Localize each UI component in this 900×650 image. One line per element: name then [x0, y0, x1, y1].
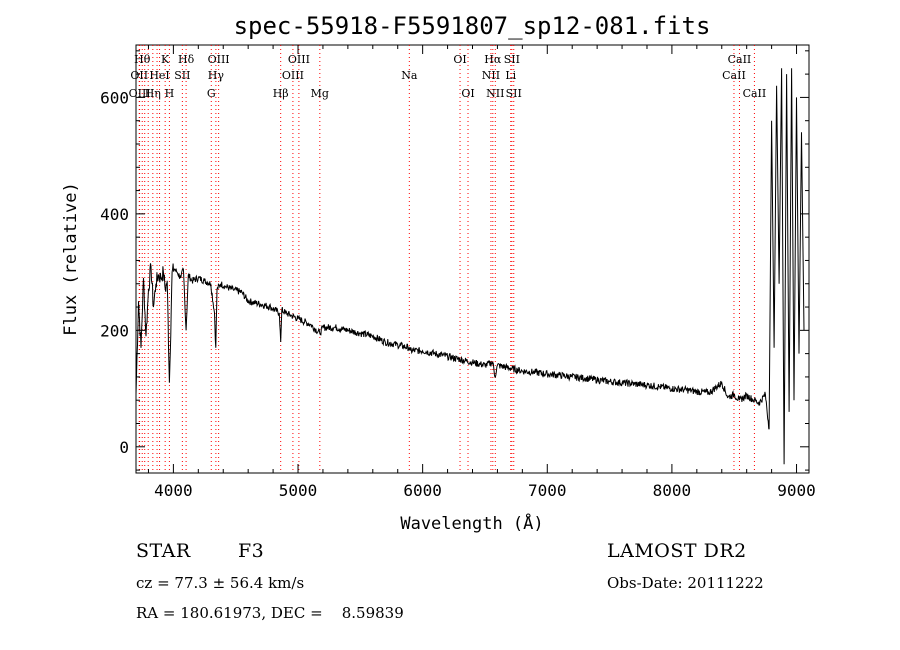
x-axis-label: Wavelength (Å)	[400, 512, 543, 534]
marker-label: Hβ	[273, 87, 289, 100]
marker-label: SII	[174, 69, 190, 82]
marker-label: Na	[401, 69, 418, 82]
marker-label: HeI	[149, 69, 169, 82]
marker-label: Li	[505, 69, 516, 82]
y-tick-label: 600	[100, 88, 129, 107]
obs-date: Obs-Date: 20111222	[607, 574, 764, 592]
line-marker-labels: OII OIII Hθ Hη HeI K H SII Hδ G Hγ OIII Hβ OIII OIII Mg…	[129, 53, 767, 100]
marker-label: Hη	[145, 87, 161, 100]
marker-label: CaII	[728, 53, 752, 66]
marker-label: OIII	[282, 69, 304, 82]
marker-label: NII	[486, 87, 504, 100]
x-tick-label: 5000	[279, 481, 318, 500]
x-tick-label: 6000	[403, 481, 442, 500]
marker-label: Hγ	[208, 69, 225, 82]
marker-label: K	[161, 53, 170, 66]
marker-label: OIII	[288, 53, 310, 66]
marker-label: Mg	[311, 87, 329, 100]
object-type: STAR	[136, 540, 191, 562]
x-tick-label: 7000	[528, 481, 567, 500]
x-tick-label: 8000	[653, 481, 692, 500]
spectrum-line	[135, 68, 805, 465]
plot-frame	[135, 44, 810, 474]
subclass: F3	[238, 540, 265, 562]
marker-label: Hθ	[134, 53, 151, 66]
coordinates: RA = 180.61973, DEC = 8.59839	[136, 604, 404, 622]
marker-label: SII	[506, 87, 522, 100]
marker-label: G	[207, 87, 216, 100]
y-axis-label: Flux (relative)	[61, 182, 81, 336]
line-markers	[138, 45, 755, 473]
marker-label: OII	[130, 69, 148, 82]
marker-label: OIII	[129, 87, 151, 100]
marker-label: OIII	[208, 53, 230, 66]
x-tick-label: 4000	[154, 481, 193, 500]
marker-label: OI	[461, 87, 474, 100]
survey-name: LAMOST DR2	[607, 540, 747, 562]
y-tick-label: 0	[119, 438, 129, 457]
y-tick-label: 200	[100, 321, 129, 340]
marker-label: H	[165, 87, 175, 100]
marker-label: CaII	[743, 87, 767, 100]
chart-title: spec-55918-F5591807_sp12-081.fits	[234, 12, 711, 40]
marker-label: NII	[482, 69, 500, 82]
marker-label: CaII	[722, 69, 746, 82]
x-tick-label: 9000	[777, 481, 816, 500]
axes: 4000 5000 6000 7000 8000 9000 0 200 400 600	[100, 45, 816, 500]
y-tick-label: 400	[100, 205, 129, 224]
marker-label: SII	[504, 53, 520, 66]
redshift-readout: cz = 77.3 ± 56.4 km/s	[136, 574, 305, 592]
marker-label: Hα	[484, 53, 502, 66]
marker-label: OI	[453, 53, 466, 66]
marker-label: Hδ	[178, 53, 195, 66]
